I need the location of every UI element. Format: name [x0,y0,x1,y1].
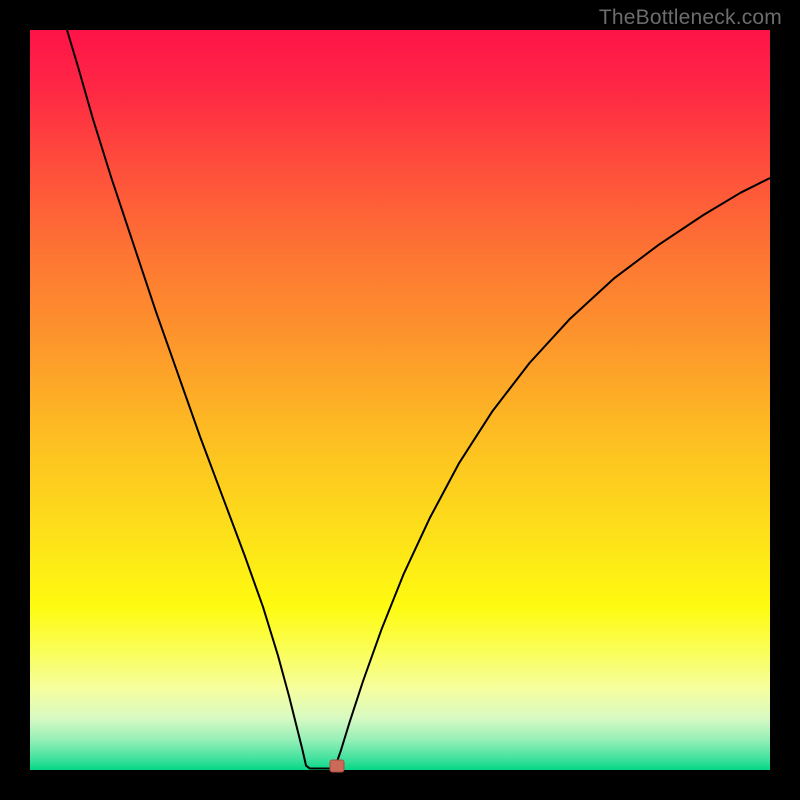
optimal-point-marker [330,760,345,773]
watermark-text: TheBottleneck.com [599,6,782,30]
chart-container: TheBottleneck.com [0,0,800,800]
plot-background [30,30,770,770]
